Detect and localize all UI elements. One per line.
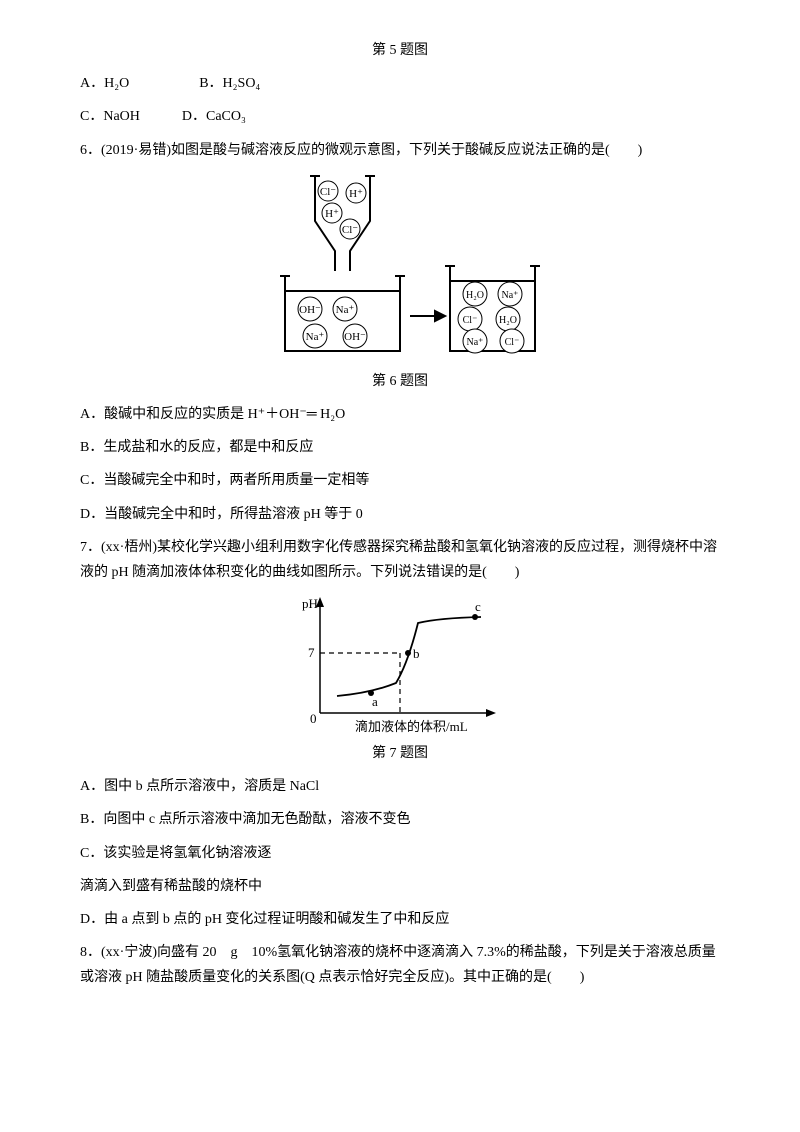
ion-label: Na⁺: [336, 304, 355, 316]
point-a-label: a: [372, 694, 378, 709]
q6-option-c: C．当酸碱完全中和时，两者所用质量一定相等: [80, 468, 720, 493]
ion-label: H⁺: [325, 208, 339, 220]
y-tick-7: 7: [308, 645, 315, 660]
ion-label: Cl⁻: [505, 337, 520, 348]
ion-label: Cl⁻: [463, 315, 478, 326]
q7-option-c-line1: C．该实验是将氢氧化钠溶液逐: [80, 841, 720, 866]
ion-label: Cl⁻: [320, 186, 336, 198]
q6-option-a: A．酸碱中和反应的实质是 H⁺＋OH⁻═ H₂O: [80, 402, 720, 427]
q6-option-b: B．生成盐和水的反应，都是中和反应: [80, 435, 720, 460]
q7-option-a: A．图中 b 点所示溶液中，溶质是 NaCl: [80, 774, 720, 799]
figure-7-label: 第 7 题图: [80, 741, 720, 766]
q7-option-d: D．由 a 点到 b 点的 pH 变化过程证明酸和碱发生了中和反应: [80, 907, 720, 932]
point-c-label: c: [475, 599, 481, 614]
ion-label: H₂O: [499, 315, 517, 326]
q6-stem: 6．(2019·易错)如图是酸与碱溶液反应的微观示意图，下列关于酸碱反应说法正确…: [80, 138, 720, 163]
y-axis-label: pH: [302, 596, 318, 611]
q6-option-d: D．当酸碱完全中和时，所得盐溶液 pH 等于 0: [80, 502, 720, 527]
ion-label: Na⁺: [502, 290, 519, 301]
ion-label: Na⁺: [467, 337, 484, 348]
q7-stem: 7．(xx·梧州)某校化学兴趣小组利用数字化传感器探究稀盐酸和氢氧化钠溶液的反应…: [80, 535, 720, 585]
figure-5-label: 第 5 题图: [80, 38, 720, 63]
q7-option-b: B．向图中 c 点所示溶液中滴加无色酚酞，溶液不变色: [80, 807, 720, 832]
q7-chart: pH 滴加液体的体积/mL 0 7 a b c: [290, 593, 510, 733]
ion-label: OH⁻: [344, 331, 366, 343]
x-axis-label: 滴加液体的体积/mL: [355, 719, 468, 733]
q5-options-row2: C．NaOH D．CaCO₃: [80, 104, 720, 129]
ion-label: Na⁺: [306, 331, 325, 343]
q7-option-c-line2: 滴滴入到盛有稀盐酸的烧杯中: [80, 874, 720, 899]
q5-options-row1: A．H₂O B．H₂SO₄: [80, 71, 720, 96]
point-b-label: b: [413, 646, 420, 661]
figure-6-label: 第 6 题图: [80, 369, 720, 394]
ion-label: H⁺: [349, 188, 363, 200]
ion-label: OH⁻: [299, 304, 321, 316]
q8-stem: 8．(xx·宁波)向盛有 20 g 10%氢氧化钠溶液的烧杯中逐滴滴入 7.3%…: [80, 940, 720, 990]
q6-diagram: Cl⁻ H⁺ H⁺ Cl⁻ OH⁻ Na⁺ Na⁺ OH⁻ H₂O Na⁺ Cl…: [260, 171, 540, 361]
ion-label: H₂O: [466, 290, 484, 301]
origin-label: 0: [310, 711, 317, 726]
ion-label: Cl⁻: [342, 224, 358, 236]
